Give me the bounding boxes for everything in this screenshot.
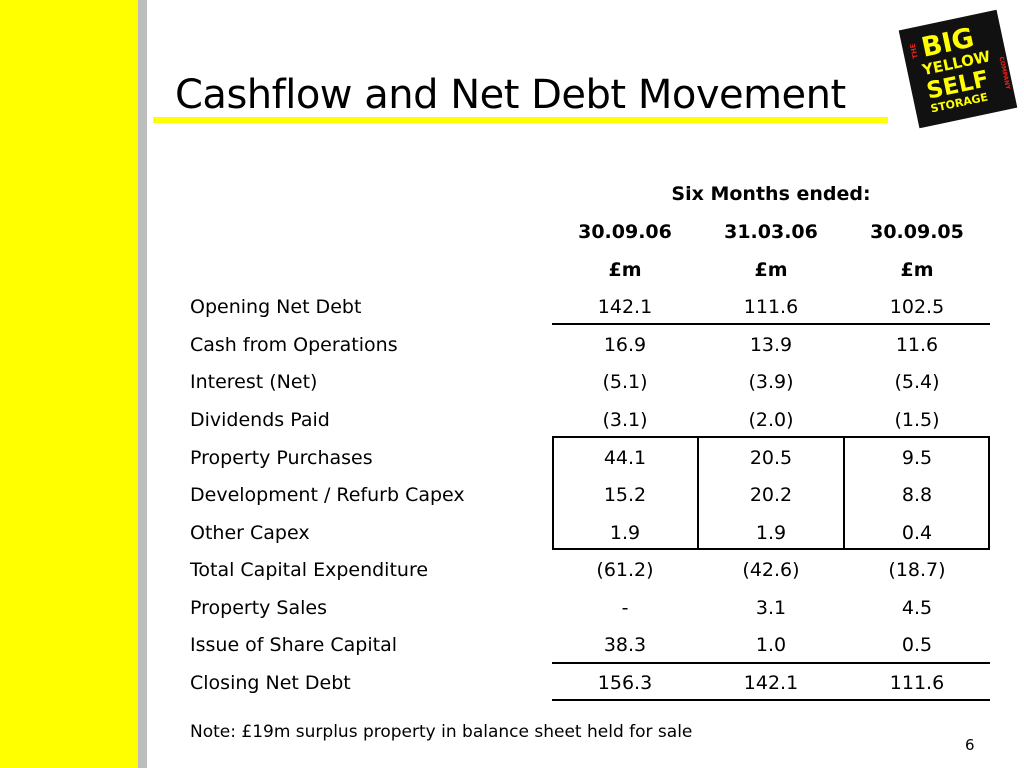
yellow-sidebar-band [0,0,138,768]
row-value: 38.3 [603,634,647,656]
row-value: 1.9 [755,522,787,544]
footnote: Note: £19m surplus property in balance s… [190,722,693,742]
row-value: 156.3 [597,672,653,694]
title-underline [153,117,888,123]
logo-background [898,9,1018,129]
row-label: Property Purchases [190,447,373,469]
row-value: (3.9) [748,371,794,393]
row-label: Total Capital Expenditure [190,559,429,581]
slide-title: Cashflow and Net Debt Movement [175,72,846,118]
row-value: 102.5 [889,296,945,318]
row-label: Other Capex [190,522,310,544]
capex-box-right [988,436,990,550]
row-label: Cash from Operations [190,334,398,356]
capex-box-top [552,436,990,438]
row-value: (3.1) [602,409,648,431]
row-value: 142.1 [743,672,799,694]
row-value: 44.1 [603,447,647,469]
row-value: 142.1 [597,296,653,318]
row-value: (42.6) [742,559,800,581]
row-value: (2.0) [748,409,794,431]
row-value: 0.5 [901,634,933,656]
gray-sidebar-band [138,0,147,768]
capex-box-divider [697,436,699,550]
row-value: 0.4 [901,522,933,544]
column-unit: £m [754,259,788,281]
row-value: 3.1 [755,597,787,619]
column-unit: £m [900,259,934,281]
rule-below-opening-net-debt [552,323,990,325]
column-date: 31.03.06 [724,221,818,243]
rule-above-closing-net-debt [552,662,990,664]
row-label: Property Sales [190,597,328,619]
row-value: (5.4) [894,371,940,393]
row-value: - [621,597,629,619]
row-value: 20.2 [749,484,793,506]
row-value: 111.6 [889,672,945,694]
row-value: 4.5 [901,597,933,619]
row-value: 8.8 [901,484,933,506]
column-date: 30.09.05 [870,221,964,243]
row-value: 1.9 [609,522,641,544]
rule-below-closing-net-debt [552,699,990,701]
period-header: Six Months ended: [671,183,871,205]
row-label: Interest (Net) [190,371,318,393]
column-date: 30.09.06 [578,221,672,243]
column-unit: £m [608,259,642,281]
row-value: 9.5 [901,447,933,469]
row-value: 20.5 [749,447,793,469]
capex-box-divider [843,436,845,550]
row-value: (18.7) [888,559,946,581]
row-value: (61.2) [596,559,654,581]
row-label: Issue of Share Capital [190,634,398,656]
row-label: Development / Refurb Capex [190,484,465,506]
row-value: 13.9 [749,334,793,356]
logo-text-the: THE [909,42,920,59]
row-label: Dividends Paid [190,409,330,431]
page-number: 6 [965,736,975,754]
row-value: 15.2 [603,484,647,506]
capex-box-bottom [552,548,990,550]
row-label: Opening Net Debt [190,296,362,318]
big-yellow-logo: THE BIG YELLOW SELF STORAGE COMPANY [898,9,1018,129]
row-value: (5.1) [602,371,648,393]
row-value: (1.5) [894,409,940,431]
row-value: 16.9 [603,334,647,356]
row-label: Closing Net Debt [190,672,351,694]
capex-box-left [552,436,554,550]
row-value: 111.6 [743,296,799,318]
row-value: 11.6 [895,334,939,356]
row-value: 1.0 [755,634,787,656]
